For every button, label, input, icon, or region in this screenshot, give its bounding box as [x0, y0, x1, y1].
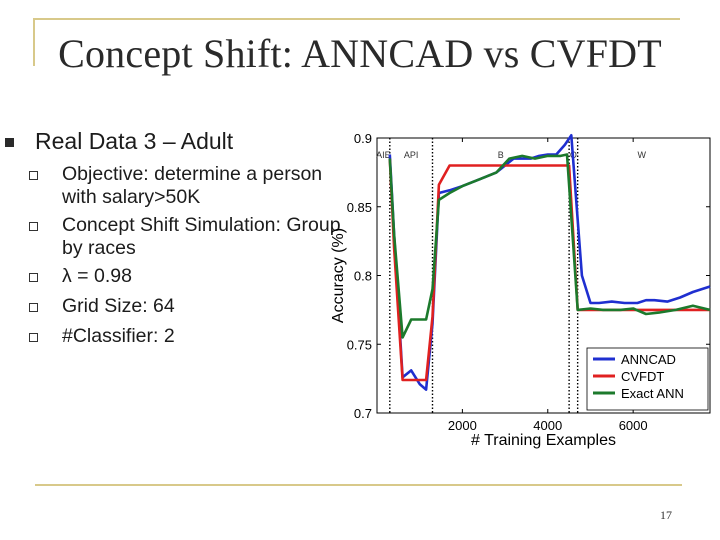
list-item-text: λ = 0.98 [62, 265, 132, 287]
main-bullet-square [5, 138, 14, 147]
list-item: #Classifier: 2 [29, 325, 351, 348]
x-tick-label: 2000 [448, 418, 477, 433]
region-label: API [404, 150, 419, 160]
slide-title: Concept Shift: ANNCAD vs CVFDT [58, 31, 662, 76]
list-item: Objective: determine a person with salar… [29, 163, 351, 209]
title-frame-top-line [33, 18, 680, 20]
y-tick-label: 0.9 [354, 131, 372, 146]
legend-label: CVFDT [621, 369, 664, 384]
list-item-text: Grid Size: 64 [62, 295, 175, 317]
hollow-square-bullet-icon [29, 303, 38, 312]
list-item: λ = 0.98 [29, 265, 351, 288]
x-tick-label: 4000 [533, 418, 562, 433]
list-item-text: #Classifier: 2 [62, 325, 175, 347]
list-item-text: Objective: determine a person with salar… [62, 163, 323, 208]
y-tick-label: 0.8 [354, 269, 372, 284]
section-heading: Real Data 3 – Adult [35, 128, 234, 154]
y-tick-label: 0.85 [347, 200, 372, 215]
list-item: Concept Shift Simulation: Group by races [29, 214, 351, 260]
sub-bullet-list: Objective: determine a person with salar… [29, 163, 351, 355]
series-line-anncad [388, 134, 711, 391]
series-line-exact-ann [388, 153, 711, 339]
x-axis-label: # Training Examples [471, 432, 616, 449]
region-label: AIE [376, 150, 391, 160]
legend-label: Exact ANN [621, 386, 684, 401]
legend-label: ANNCAD [621, 352, 676, 367]
x-tick-label: 6000 [619, 418, 648, 433]
hollow-square-bullet-icon [29, 171, 38, 180]
hollow-square-bullet-icon [29, 273, 38, 282]
list-item: Grid Size: 64 [29, 295, 351, 318]
hollow-square-bullet-icon [29, 222, 38, 231]
footer-divider [35, 484, 682, 486]
hollow-square-bullet-icon [29, 333, 38, 342]
y-tick-label: 0.7 [354, 406, 372, 421]
region-label: W [637, 150, 646, 160]
y-axis-label: Accuracy (%) [330, 228, 347, 323]
title-frame-left-line [33, 18, 35, 66]
region-label: B [498, 150, 504, 160]
y-tick-label: 0.75 [347, 337, 372, 352]
list-item-text: Concept Shift Simulation: Group by races [62, 214, 341, 259]
page-number: 17 [660, 508, 672, 522]
